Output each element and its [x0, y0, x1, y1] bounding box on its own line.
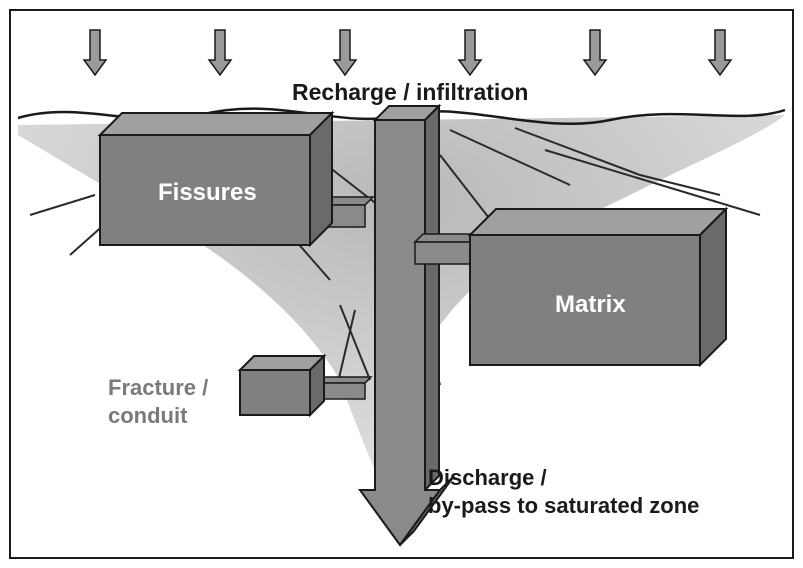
label-discharge-line2: by-pass to saturated zone: [428, 493, 699, 518]
diagram-frame: Fissures Matrix Recharge / infiltration Fra…: [0, 0, 803, 568]
label-fracture-conduit-line1: Fracture /: [108, 375, 208, 400]
box-matrix: [470, 209, 726, 365]
label-fissures: Fissures: [158, 179, 257, 206]
diagram-svg: Fissures Matrix Recharge / infiltration Fra…: [0, 0, 803, 568]
label-matrix: Matrix: [555, 291, 626, 318]
label-recharge: Recharge / infiltration: [292, 79, 528, 105]
label-fracture-conduit-line2: conduit: [108, 403, 188, 428]
box-fracture-conduit: [240, 356, 324, 415]
connector-matrix: [415, 234, 478, 264]
label-discharge-line1: Discharge /: [428, 465, 547, 490]
